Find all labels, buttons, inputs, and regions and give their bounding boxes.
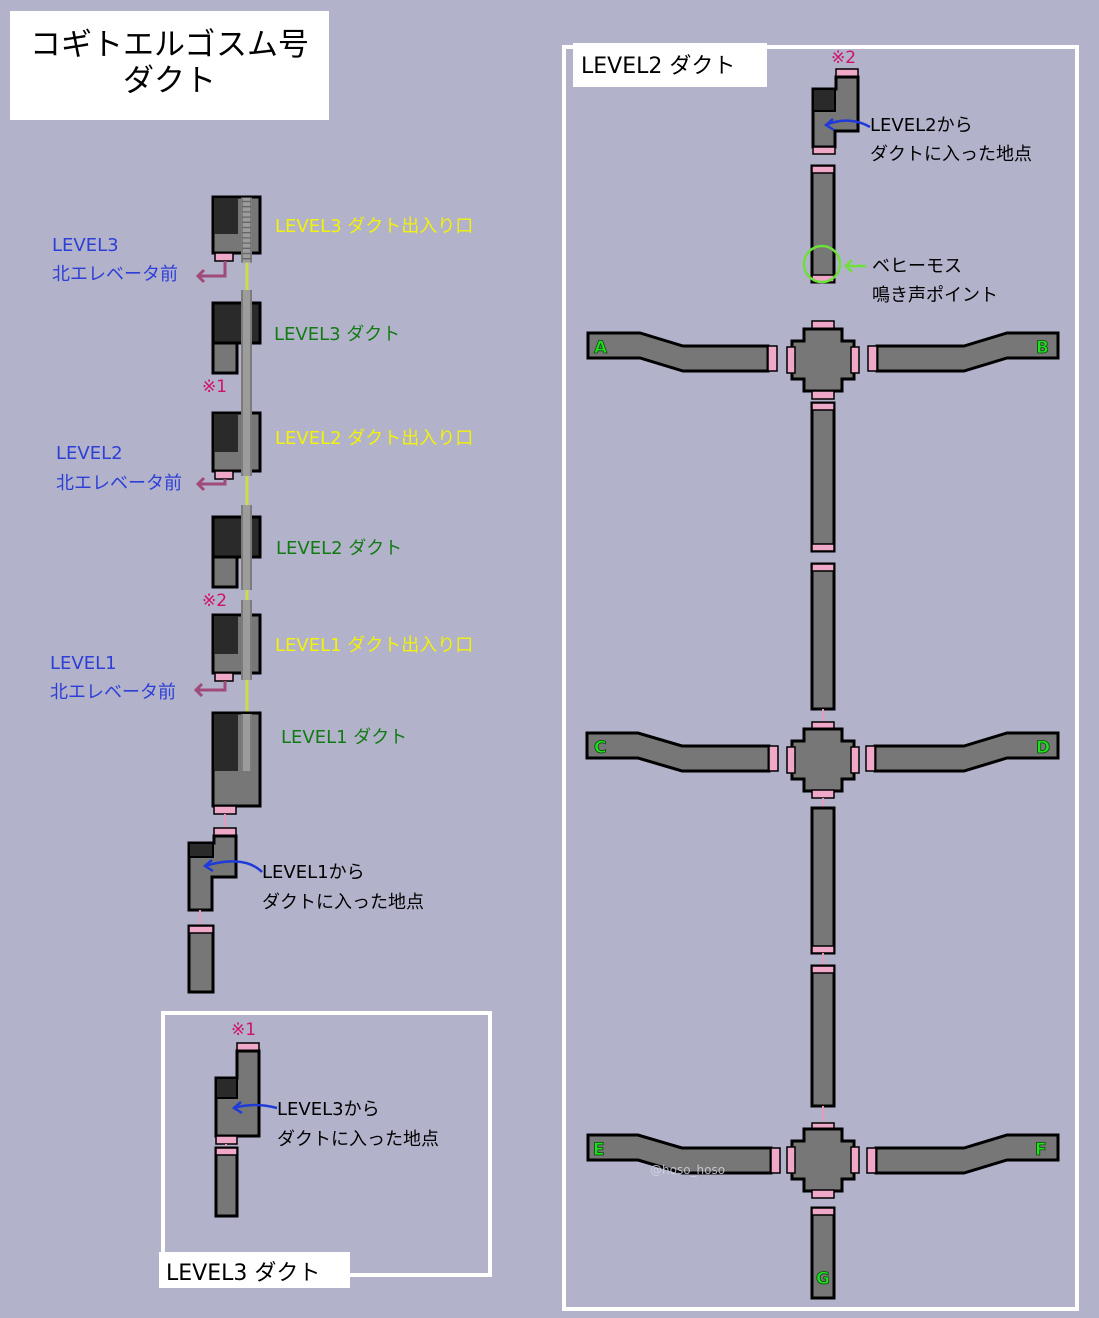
level3-entry-line1: LEVEL3から [277, 1099, 380, 1120]
l3-elevator-line2: 北エレベータ前 [52, 264, 178, 285]
l1-elevator-line2: 北エレベータ前 [50, 682, 176, 703]
l2-duct-label: LEVEL2 ダクト [276, 538, 402, 559]
l2-elevator-line2: 北エレベータ前 [56, 473, 182, 494]
behemoth-marker [802, 244, 842, 284]
level3-entry-line2: ダクトに入った地点 [277, 1129, 439, 1150]
l1-entry-line2: ダクトに入った地点 [262, 892, 424, 913]
exit-a: A [594, 338, 608, 358]
l1-entrance-module [211, 600, 262, 682]
l2-elevator-line1: LEVEL2 [56, 443, 123, 464]
exit-g: G [816, 1269, 830, 1289]
l3-entrance-label: LEVEL3 ダクト出入り口 [275, 216, 473, 237]
level2-entry-line2: ダクトに入った地点 [870, 144, 1032, 165]
title-line-1: コギトエルゴスム号 [30, 27, 309, 63]
mark-1-left: ※1 [202, 377, 227, 397]
level2-box-title: LEVEL2 ダクト [581, 54, 735, 79]
l1-entry-line1: LEVEL1から [262, 862, 365, 883]
exit-b: B [1036, 338, 1049, 358]
l1-elevator-arrow [193, 681, 227, 698]
title-line-2: ダクト [123, 63, 216, 99]
exit-c: C [594, 738, 606, 758]
l2-entrance-label: LEVEL2 ダクト出入り口 [275, 428, 473, 449]
mark-2-left: ※2 [202, 591, 227, 611]
level2-box: LEVEL2 ダクト ※2 LEVEL2から ダクトに入った地点 ベヒーモス 鳴… [562, 43, 1079, 1311]
l3-duct-label: LEVEL3 ダクト [274, 324, 400, 345]
level2-box-mark: ※2 [831, 48, 856, 68]
left-stack: LEVEL3 ダクト出入り口 LEVEL3 ダクト LEVEL2 ダクト出入り口… [50, 195, 473, 994]
l2-elevator-arrow [195, 476, 227, 492]
exit-d: D [1036, 738, 1050, 758]
behemoth-line1: ベヒーモス [872, 256, 962, 277]
level3-box-title: LEVEL3 ダクト [166, 1261, 320, 1286]
level3-box-mark: ※1 [231, 1020, 256, 1040]
l1-entry-module [187, 814, 238, 994]
l3-elevator-line1: LEVEL3 [52, 235, 119, 256]
l1-duct-label: LEVEL1 ダクト [281, 727, 407, 748]
title-box: コギトエルゴスム号 ダクト [10, 11, 329, 120]
l3-elevator-arrow [195, 261, 227, 284]
watermark: @hoso_hoso [650, 1163, 725, 1177]
level3-box: LEVEL3 ダクト ※1 LEVEL3から ダクトに入った地点 [159, 1011, 492, 1288]
l3-entrance-module [211, 195, 262, 264]
behemoth-line2: 鳴き声ポイント [872, 285, 998, 306]
l1-duct-module [211, 711, 262, 815]
exit-e: E [593, 1140, 605, 1160]
l3-duct-module [211, 290, 262, 396]
exit-f: F [1035, 1140, 1047, 1160]
l2-duct-module [211, 505, 262, 590]
l1-entry-arrow [202, 859, 263, 873]
level2-entry-line1: LEVEL2から [870, 115, 973, 136]
l1-elevator-line1: LEVEL1 [50, 653, 117, 674]
l1-entrance-label: LEVEL1 ダクト出入り口 [275, 635, 473, 656]
l2-entrance-module [211, 396, 262, 480]
